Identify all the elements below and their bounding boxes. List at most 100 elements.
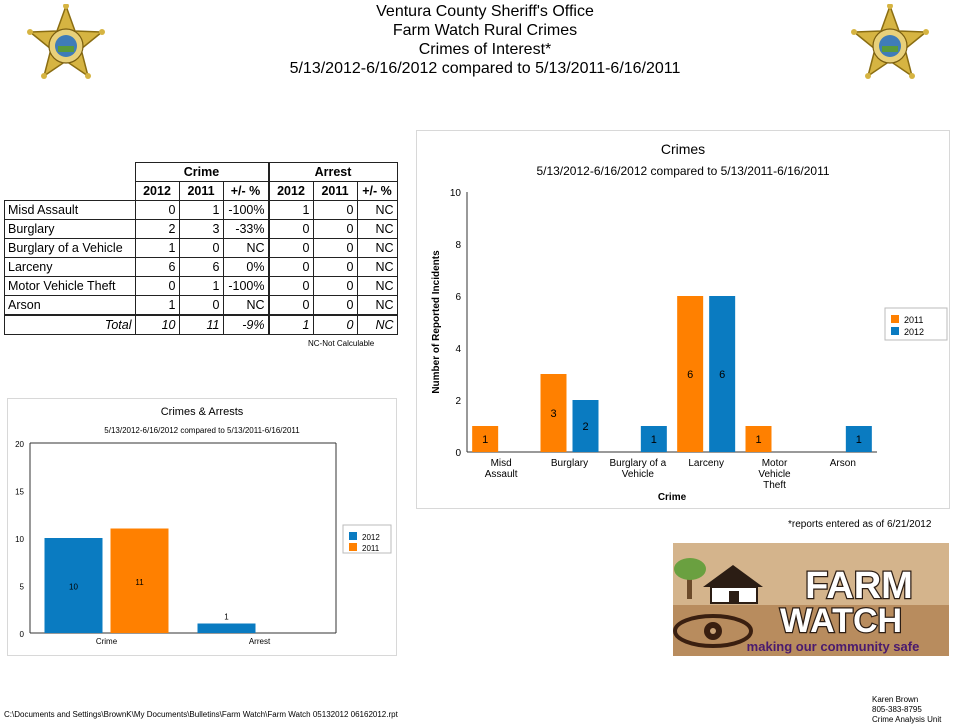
report-title-agency: Ventura County Sheriff's Office bbox=[376, 3, 594, 20]
cell: NC bbox=[356, 200, 398, 220]
cell: 0 bbox=[267, 219, 314, 239]
cell: 0% bbox=[222, 257, 269, 277]
table-row: Motor Vehicle Theft 0 1 -100% 0 0 NC bbox=[4, 276, 398, 296]
legend-label: 2011 bbox=[904, 315, 923, 325]
nc-footnote: NC-Not Calculable bbox=[308, 339, 375, 348]
cell: 0 bbox=[312, 257, 358, 277]
logo-tagline: making our community safe bbox=[747, 639, 920, 654]
cell: -100% bbox=[222, 200, 269, 220]
cell: 0 bbox=[267, 295, 314, 316]
col-header: +/- % bbox=[356, 181, 398, 201]
x-tick-label: Assault bbox=[485, 469, 518, 480]
row-label: Misd Assault bbox=[4, 200, 136, 220]
row-label: Larceny bbox=[4, 257, 136, 277]
row-label: Motor Vehicle Theft bbox=[4, 276, 136, 296]
cell: NC bbox=[222, 238, 269, 258]
cell: NC bbox=[356, 257, 398, 277]
legend-swatch bbox=[891, 327, 899, 335]
cell: 1 bbox=[267, 314, 314, 335]
logo-word-farm: FARM bbox=[805, 565, 913, 607]
logo-word-watch: WATCH bbox=[780, 602, 902, 640]
group-header-crime: Crime bbox=[134, 162, 269, 182]
cell: NC bbox=[356, 238, 398, 258]
legend-swatch bbox=[349, 543, 357, 551]
table-row: Larceny 6 6 0% 0 0 NC bbox=[4, 257, 398, 277]
report-header: Ventura County Sheriff's Office Farm Wat… bbox=[0, 2, 970, 78]
legend-label: 2012 bbox=[904, 327, 924, 337]
bar bbox=[197, 623, 256, 633]
cell: 6 bbox=[178, 257, 224, 277]
cell: -100% bbox=[222, 276, 269, 296]
data-label: 1 bbox=[224, 613, 229, 622]
x-tick-label: Arson bbox=[830, 458, 856, 469]
x-tick-label: Theft bbox=[763, 480, 786, 491]
cell: 1 bbox=[178, 200, 224, 220]
cell: NC bbox=[356, 295, 398, 316]
legend-swatch bbox=[891, 315, 899, 323]
cell: 11 bbox=[178, 314, 224, 335]
file-path: C:\Documents and Settings\BrownK\My Docu… bbox=[4, 710, 398, 719]
bar bbox=[44, 538, 103, 633]
legend-swatch bbox=[349, 532, 357, 540]
row-label: Total bbox=[4, 314, 136, 335]
crimes-arrests-chart-title: Crimes & Arrests bbox=[160, 406, 244, 418]
x-tick-label: Crime bbox=[96, 637, 118, 646]
legend-label: 2012 bbox=[362, 533, 380, 542]
crimes-arrests-chart-subtitle: 5/13/2012-6/16/2012 compared to 5/13/201… bbox=[104, 426, 300, 435]
author-block: Karen Brown 805-383-8795 Crime Analysis … bbox=[872, 695, 941, 725]
table-row: Burglary of a Vehicle 1 0 NC 0 0 NC bbox=[4, 238, 398, 258]
reports-footnote: *reports entered as of 6/21/2012 bbox=[788, 519, 932, 530]
table-row: Misd Assault 0 1 -100% 1 0 NC bbox=[4, 200, 398, 220]
cell: NC bbox=[222, 295, 269, 316]
data-label: 3 bbox=[550, 408, 556, 420]
y-tick-label: 2 bbox=[455, 396, 461, 407]
cell: 0 bbox=[312, 295, 358, 316]
cell: 0 bbox=[312, 200, 358, 220]
x-tick-label: Motor bbox=[762, 458, 788, 469]
y-tick-label: 0 bbox=[20, 630, 25, 639]
x-tick-label: Vehicle bbox=[622, 469, 655, 480]
sheriff-badge-right bbox=[851, 4, 929, 79]
cell: 0 bbox=[312, 276, 358, 296]
cell: 0 bbox=[312, 314, 358, 335]
x-tick-label: Larceny bbox=[688, 458, 724, 469]
x-axis-label: Crime bbox=[658, 492, 687, 503]
cell: 2 bbox=[134, 219, 180, 239]
crimes-chart-title: Crimes bbox=[660, 141, 706, 157]
x-tick-label: Misd bbox=[491, 458, 512, 469]
table-row: Arson 1 0 NC 0 0 NC bbox=[4, 295, 398, 316]
cell: 1 bbox=[178, 276, 224, 296]
crimes-arrests-chart-panel: Crimes & Arrests 5/13/2012-6/16/2012 com… bbox=[7, 398, 397, 656]
data-label: 6 bbox=[719, 369, 725, 381]
cell: 1 bbox=[134, 295, 180, 316]
cell: 0 bbox=[267, 276, 314, 296]
table-total-row: Total 10 11 -9% 1 0 NC bbox=[4, 314, 398, 335]
y-tick-label: 6 bbox=[455, 292, 461, 303]
bar bbox=[745, 426, 772, 452]
bar bbox=[472, 426, 499, 452]
cell: 0 bbox=[178, 295, 224, 316]
x-tick-label: Burglary bbox=[551, 458, 588, 469]
cell: 10 bbox=[134, 314, 180, 335]
table-row: Burglary 2 3 -33% 0 0 NC bbox=[4, 219, 398, 239]
data-label: 11 bbox=[135, 578, 144, 587]
x-tick-label: Vehicle bbox=[758, 469, 791, 480]
legend-label: 2011 bbox=[362, 544, 380, 553]
col-header: 2011 bbox=[178, 181, 224, 201]
sheriff-badge-left bbox=[27, 4, 105, 79]
cell: 0 bbox=[134, 200, 180, 220]
data-label: 1 bbox=[651, 434, 657, 446]
cell: 0 bbox=[312, 238, 358, 258]
cell: -33% bbox=[222, 219, 269, 239]
y-tick-label: 0 bbox=[455, 448, 461, 459]
bar bbox=[709, 296, 736, 452]
author-unit: Crime Analysis Unit bbox=[872, 715, 942, 724]
farm-watch-logo: FARM WATCH making our community safe bbox=[673, 543, 949, 656]
report-title-subject: Crimes of Interest* bbox=[418, 41, 552, 58]
cell: 0 bbox=[178, 238, 224, 258]
author-name: Karen Brown bbox=[872, 695, 919, 704]
cell: 0 bbox=[267, 238, 314, 258]
x-tick-label: Arrest bbox=[249, 637, 271, 646]
cell: 1 bbox=[134, 238, 180, 258]
